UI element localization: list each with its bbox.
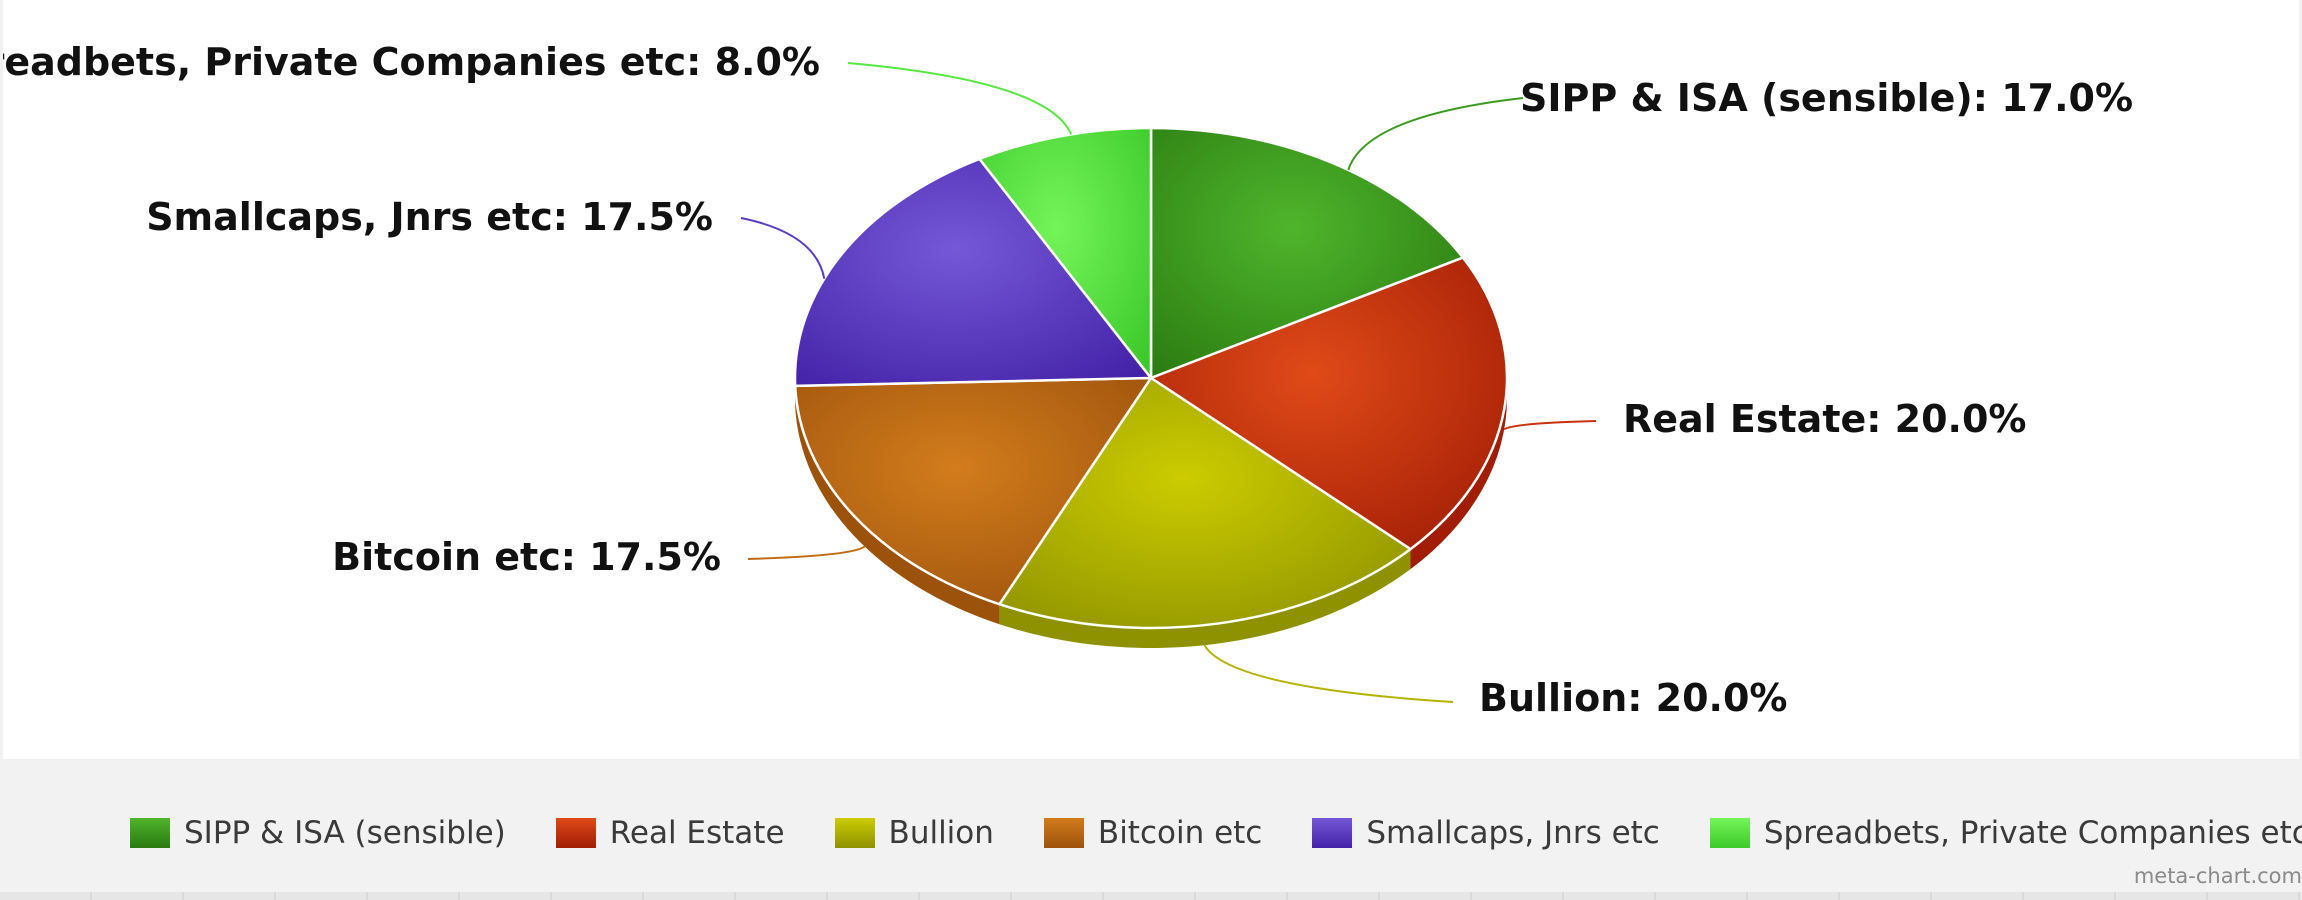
chart-area: SIPP & ISA (sensible): 17.0% Real Estate:… bbox=[3, 0, 2299, 759]
label-connector-4 bbox=[740, 217, 826, 279]
legend-label: SIPP & ISA (sensible) bbox=[184, 815, 506, 851]
legend-item-2[interactable]: Bullion bbox=[834, 815, 994, 851]
pie-slice-0[interactable] bbox=[1149, 126, 1465, 380]
legend-item-3[interactable]: Bitcoin etc bbox=[1043, 815, 1263, 851]
legend-swatch bbox=[555, 818, 596, 848]
legend-swatch bbox=[834, 818, 875, 848]
pie-slice-3[interactable] bbox=[793, 376, 1153, 606]
legend-swatch bbox=[1709, 818, 1750, 848]
legend-label: Spreadbets, Private Companies etc bbox=[1763, 815, 2302, 851]
legend-swatch bbox=[1043, 818, 1084, 848]
legend-item-1[interactable]: Real Estate bbox=[555, 815, 785, 851]
pie-side-2 bbox=[999, 549, 1411, 648]
slice-label-0: SIPP & ISA (sensible): 17.0% bbox=[1520, 76, 2133, 120]
pie-chart: SIPP & ISA (sensible): 17.0% Real Estate:… bbox=[3, 40, 2133, 720]
legend-item-5[interactable]: Spreadbets, Private Companies etc bbox=[1709, 815, 2302, 851]
pie-side-1 bbox=[1410, 378, 1507, 570]
legend-label: Bitcoin etc bbox=[1097, 815, 1263, 851]
legend-swatch bbox=[1312, 818, 1353, 848]
slice-label-1: Real Estate: 20.0% bbox=[1623, 397, 2027, 441]
pie-slice-5[interactable] bbox=[978, 126, 1153, 380]
legend-item-0[interactable]: SIPP & ISA (sensible) bbox=[130, 815, 506, 851]
slice-label-3: Bitcoin etc: 17.5% bbox=[332, 535, 721, 579]
label-connector-0 bbox=[1347, 97, 1524, 171]
grid-strip bbox=[0, 892, 2302, 900]
legend-label: Real Estate bbox=[609, 815, 785, 851]
pie-slice-4[interactable] bbox=[793, 157, 1153, 388]
legend-item-4[interactable]: Smallcaps, Jnrs etc bbox=[1312, 815, 1660, 851]
slice-label-5: Spreadbets, Private Companies etc: 8.0% bbox=[3, 40, 820, 84]
legend-swatch bbox=[130, 818, 170, 848]
legend-band: SIPP & ISA (sensible) Real Estate Bullion B… bbox=[0, 759, 2302, 900]
pie-side-3 bbox=[795, 385, 1000, 625]
label-connector-3 bbox=[747, 545, 866, 560]
label-connector-2 bbox=[1203, 644, 1454, 703]
label-connector-5 bbox=[847, 62, 1073, 135]
legend-label: Smallcaps, Jnrs etc bbox=[1366, 815, 1660, 851]
label-connector-1 bbox=[1503, 420, 1597, 431]
legend-label: Bullion bbox=[888, 815, 994, 851]
slice-label-2: Bullion: 20.0% bbox=[1479, 676, 1788, 720]
pie-slice-1[interactable] bbox=[1149, 256, 1509, 551]
pie-slice-2[interactable] bbox=[998, 376, 1412, 630]
watermark: meta-chart.com bbox=[2133, 864, 2302, 888]
slice-label-4: Smallcaps, Jnrs etc: 17.5% bbox=[146, 195, 713, 239]
chart-legend: SIPP & ISA (sensible) Real Estate Bullion B… bbox=[130, 811, 2302, 855]
